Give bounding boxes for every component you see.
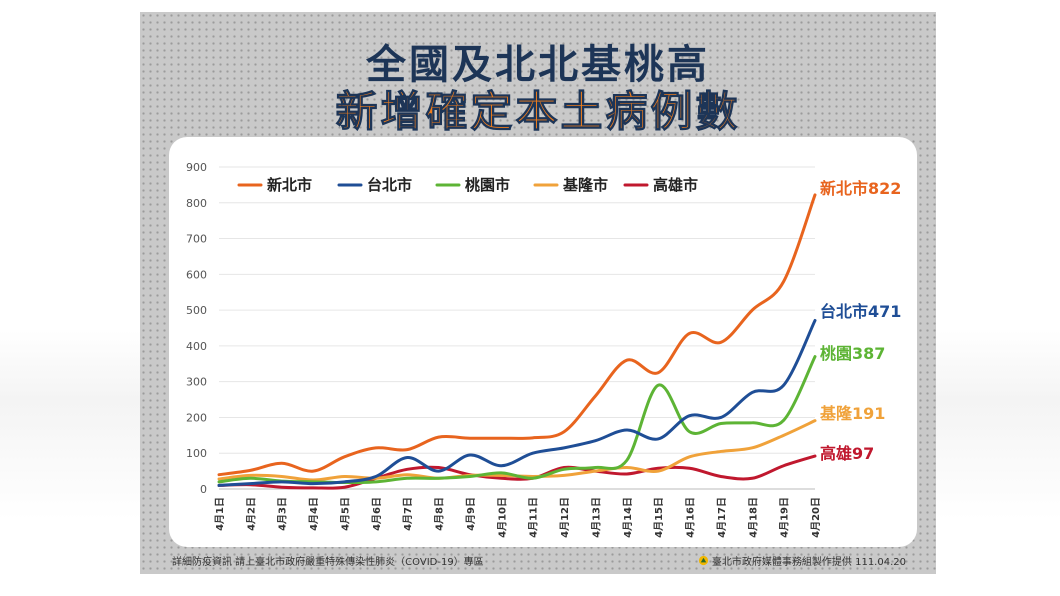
line-chart: 0 100 200 300 400 500 600 700 800 900 4月1日 4月2日 4月3日… [186,161,901,538]
x-tick-label: 4月10日 [496,497,508,538]
x-tick-label: 4月6日 [371,497,383,531]
y-tick-label: 600 [186,268,207,281]
x-tick-label: 4月17日 [716,497,728,538]
title-line-2: 新增確定本土病例數 [335,87,741,137]
x-tick-label: 4月7日 [402,497,414,531]
x-tick-label: 4月2日 [245,497,257,531]
y-tick-label: 900 [186,161,207,174]
x-tick-label: 4月11日 [528,497,540,538]
footer-info: 詳細防疫資訊 請上臺北市政府嚴重特殊傳染性肺炎（COVID-19）專區 [172,557,484,568]
taipei-logo-icon [698,555,709,566]
poster: 全國及北北基桃高 新增確定本土病例數 0 100 200 300 400 500 600 70… [140,12,936,574]
x-tick-label: 4月3日 [277,497,289,531]
chart-card: 0 100 200 300 400 500 600 700 800 900 4月1日 4月2日 4月3日… [169,137,917,547]
y-tick-label: 800 [186,197,207,210]
y-tick-label: 300 [186,376,207,389]
series-line-2 [217,355,817,485]
footer-credit-text: 臺北市政府媒體事務組製作提供 111.04.20 [711,557,906,568]
y-tick-label: 500 [186,304,207,317]
end-label-2: 桃園387 [820,344,885,363]
legend-label-0: 新北市 [267,176,312,194]
y-tick-label: 0 [200,483,207,496]
x-tick-label: 4月13日 [590,497,602,538]
x-tick-label: 4月18日 [747,497,759,538]
x-tick-label: 4月19日 [779,497,791,538]
x-tick-label: 4月5日 [339,497,351,531]
end-label-0: 新北市822 [820,179,901,198]
y-tick-label: 400 [186,340,207,353]
x-tick-label: 4月14日 [622,497,634,538]
x-tick-label: 4月15日 [653,497,665,538]
legend-label-4: 高雄市 [653,176,698,194]
legend-label-1: 台北市 [367,176,412,194]
y-tick-label: 700 [186,233,207,246]
x-tick-label: 4月16日 [685,497,697,538]
x-tick-label: 4月8日 [434,497,446,531]
series-line-1 [217,318,817,487]
legend-label-3: 基隆市 [562,176,608,194]
x-tick-label: 4月4日 [308,497,320,531]
footer-credit: 臺北市政府媒體事務組製作提供 111.04.20 [698,553,906,568]
title-line-1: 全國及北北基桃高 [366,42,710,88]
x-tick-label: 4月12日 [559,497,571,538]
y-tick-label: 100 [186,447,207,460]
x-tick-label: 4月1日 [214,497,226,531]
end-label-3: 基隆191 [819,404,885,423]
x-tick-label: 4月20日 [810,497,822,538]
y-tick-label: 200 [186,411,207,424]
end-label-1: 台北市471 [820,302,901,321]
x-tick-label: 4月9日 [465,497,477,531]
legend-label-2: 桃園市 [465,176,510,194]
series-line-4 [217,454,817,490]
end-label-4: 高雄97 [820,444,874,463]
series-line-0 [217,193,817,477]
